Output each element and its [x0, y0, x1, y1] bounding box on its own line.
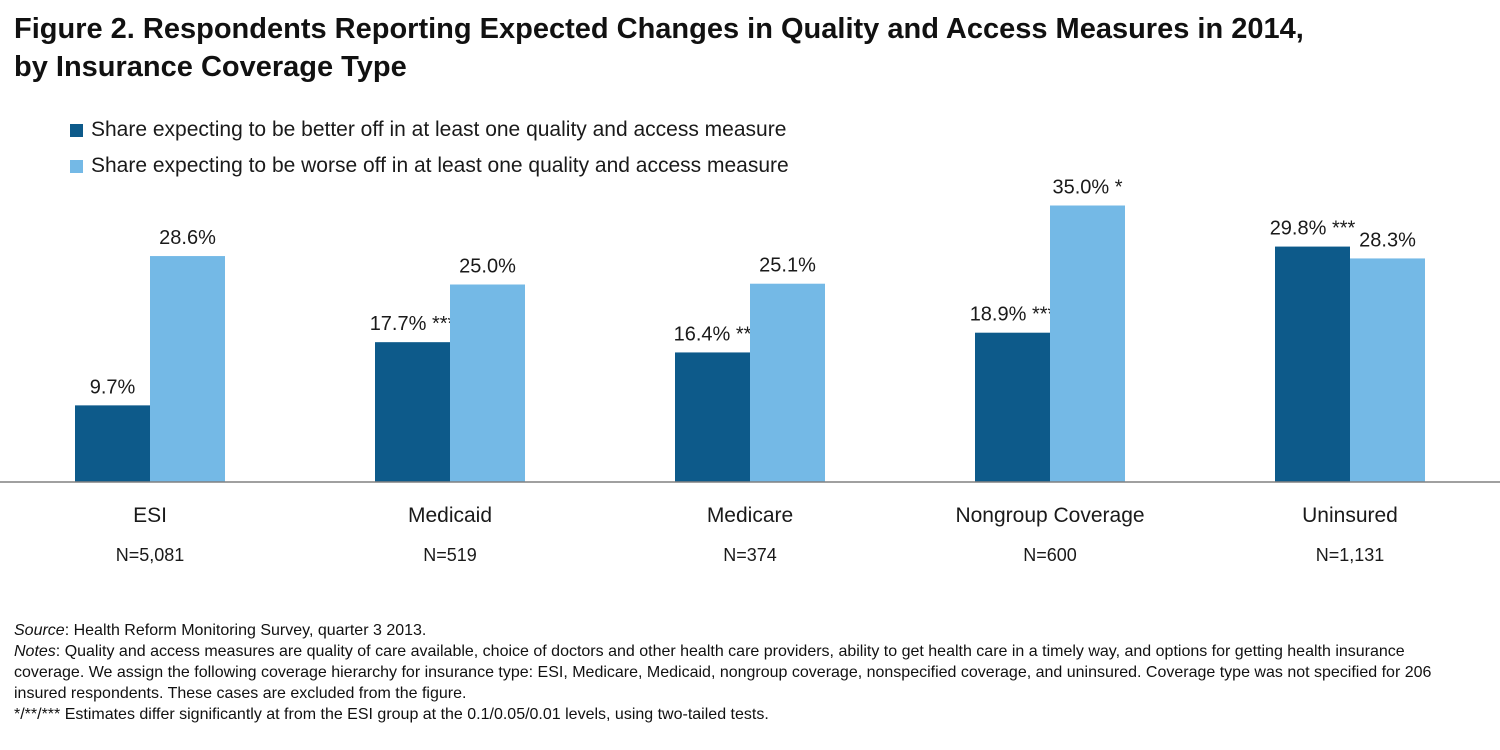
data-label-medicaid-better: 17.7% *** — [370, 313, 456, 335]
bar-nongroup-coverage-better — [975, 332, 1050, 482]
data-label-medicare-worse: 25.1% — [759, 255, 816, 277]
data-label-nongroup-coverage-worse: 35.0% * — [1052, 177, 1122, 199]
bar-chart: 9.7% 28.6% ESI N=5,081 17.7% *** 25.0% Medicai… — [0, 177, 1500, 565]
title-line-2: by Insurance Coverage Type — [14, 51, 407, 83]
sample-size-medicare: N=374 — [723, 545, 777, 565]
bar-medicaid-worse — [450, 284, 525, 482]
bar-esi-worse — [150, 256, 225, 482]
legend-label-better: Share expecting to be better off in at l… — [91, 118, 787, 141]
source-text: : Health Reform Monitoring Survey, quart… — [64, 622, 427, 639]
legend-swatch-better — [70, 123, 83, 137]
data-label-esi-worse: 28.6% — [159, 227, 216, 249]
category-label-esi: ESI — [133, 504, 167, 527]
data-label-nongroup-coverage-better: 18.9% *** — [970, 304, 1056, 326]
legend-item-better: Share expecting to be better off in at l… — [70, 112, 789, 148]
bar-esi-better — [75, 405, 150, 482]
bar-medicare-worse — [750, 283, 825, 482]
notes: Notes: Quality and access measures are q… — [14, 641, 1454, 704]
chart-footer: Source: Health Reform Monitoring Survey,… — [14, 620, 1454, 725]
notes-label: Notes — [14, 643, 56, 660]
source-label: Source — [14, 622, 65, 639]
data-label-uninsured-better: 29.8% *** — [1270, 218, 1356, 240]
chart-title: Figure 2. Respondents Reporting Expected… — [14, 10, 1484, 86]
bar-uninsured-better — [1275, 246, 1350, 482]
source-note: Source: Health Reform Monitoring Survey,… — [14, 620, 1454, 641]
sample-size-uninsured: N=1,131 — [1316, 545, 1385, 565]
category-label-nongroup-coverage: Nongroup Coverage — [955, 504, 1144, 527]
category-label-uninsured: Uninsured — [1302, 504, 1398, 527]
category-label-medicaid: Medicaid — [408, 504, 492, 527]
sample-size-medicaid: N=519 — [423, 545, 477, 565]
data-label-medicare-better: 16.4% ** — [674, 323, 752, 345]
legend-label-worse: Share expecting to be worse off in at le… — [91, 154, 789, 177]
legend-item-worse: Share expecting to be worse off in at le… — [70, 148, 789, 184]
sample-size-esi: N=5,081 — [116, 545, 185, 565]
legend: Share expecting to be better off in at l… — [70, 112, 789, 184]
category-label-medicare: Medicare — [707, 504, 793, 527]
significance-note: */**/*** Estimates differ significantly … — [14, 706, 769, 723]
bar-medicaid-better — [375, 342, 450, 482]
notes-text: : Quality and access measures are qualit… — [14, 643, 1432, 702]
bar-medicare-better — [675, 352, 750, 482]
bar-uninsured-worse — [1350, 258, 1425, 482]
bar-nongroup-coverage-worse — [1050, 205, 1125, 482]
data-label-esi-better: 9.7% — [90, 376, 136, 398]
data-label-uninsured-worse: 28.3% — [1359, 229, 1416, 251]
title-line-1: Figure 2. Respondents Reporting Expected… — [14, 13, 1304, 45]
data-label-medicaid-worse: 25.0% — [459, 256, 516, 278]
legend-swatch-worse — [70, 159, 83, 173]
sample-size-nongroup-coverage: N=600 — [1023, 545, 1077, 565]
